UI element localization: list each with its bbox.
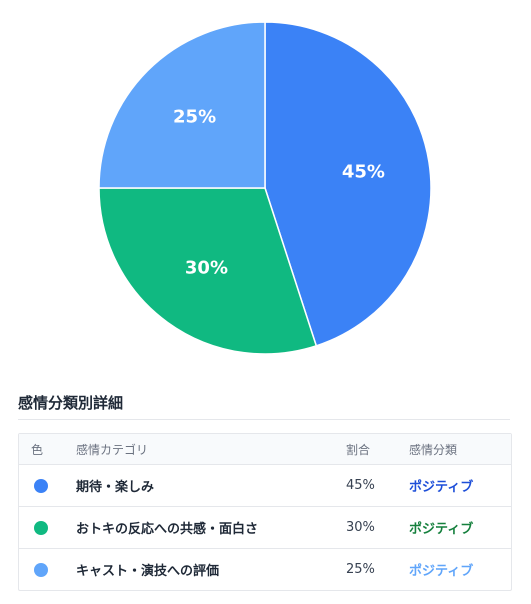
header-category: 感情カテゴリ <box>76 442 149 457</box>
color-dot <box>34 478 48 493</box>
category-cell: 期待・楽しみ <box>76 480 155 495</box>
ratio-cell: 25% <box>346 562 375 577</box>
table-row: 期待・楽しみ 45% ポジティブ <box>19 464 511 506</box>
header-color: 色 <box>31 442 44 457</box>
category-cell: おトキの反応への共感・面白さ <box>76 522 259 537</box>
divider <box>18 419 510 420</box>
color-dot <box>34 562 48 577</box>
classification-cell: ポジティブ <box>409 522 474 537</box>
pie-slice-label-2: 25% <box>173 107 216 128</box>
classification-cell: ポジティブ <box>409 480 474 495</box>
ratio-cell: 45% <box>346 478 375 493</box>
classification-cell: ポジティブ <box>409 564 474 579</box>
table-row: キャスト・演技への評価 25% ポジティブ <box>19 548 511 590</box>
header-classification: 感情分類 <box>409 442 458 457</box>
pie-slice-label-1: 30% <box>185 258 228 279</box>
pie-slice-2 <box>98 21 266 189</box>
pie-slice-label-0: 45% <box>342 161 385 182</box>
emotion-pie-chart: 45% 30% 25% <box>98 21 432 355</box>
category-cell: キャスト・演技への評価 <box>76 564 220 579</box>
header-ratio: 割合 <box>346 442 371 457</box>
pie-slice-1 <box>98 187 318 355</box>
table-row: おトキの反応への共感・面白さ 30% ポジティブ <box>19 506 511 548</box>
section-title: 感情分類別詳細 <box>18 394 124 412</box>
ratio-cell: 30% <box>346 520 375 535</box>
color-dot <box>34 520 48 535</box>
pie-slice-0 <box>264 21 432 347</box>
emotion-detail-table: 色 感情カテゴリ 割合 感情分類 期待・楽しみ 45% ポジティブ おトキの反応… <box>18 433 512 591</box>
table-header-row: 色 感情カテゴリ 割合 感情分類 <box>19 434 511 464</box>
